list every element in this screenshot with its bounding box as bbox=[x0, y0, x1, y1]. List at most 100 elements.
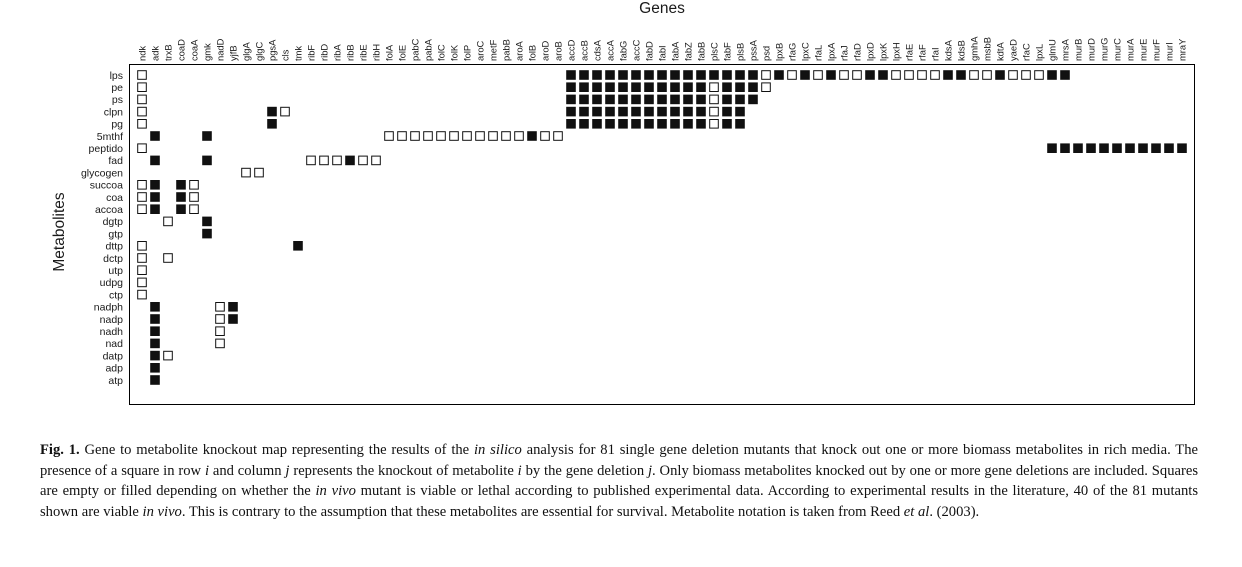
lethal-cell-clpn-pgsA bbox=[267, 106, 277, 117]
viable-cell-lps-rfaI bbox=[930, 70, 940, 80]
lethal-cell-lps-fabZ bbox=[683, 70, 693, 80]
gene-label-lpxH: lpxH bbox=[891, 42, 902, 61]
gene-label-plsB: plsB bbox=[735, 43, 746, 61]
viable-cell-dgtp-trxB bbox=[163, 216, 173, 227]
lethal-cell-pe-accC bbox=[631, 82, 641, 93]
gene-label-folC: folC bbox=[436, 44, 447, 61]
viable-cell-lps-rfaD bbox=[852, 70, 862, 80]
lethal-cell-pe-plsB bbox=[735, 82, 745, 93]
lethal-cell-clpn-fabB bbox=[696, 106, 706, 117]
lethal-cell-nadp-adk bbox=[150, 314, 160, 324]
metabolite-label-nadph: nadph bbox=[94, 302, 123, 314]
viable-cell-clpn-plsC bbox=[709, 106, 719, 117]
viable-cell-lps-rfaG bbox=[787, 70, 797, 80]
gene-label-kdsA: kdsA bbox=[943, 39, 954, 61]
metabolite-label-pe: pe bbox=[111, 82, 123, 94]
lethal-cell-ps-fabZ bbox=[683, 94, 693, 105]
metabolite-label-ps: ps bbox=[112, 94, 123, 106]
gene-label-adk: adk bbox=[150, 46, 161, 61]
lethal-cell-lps-kdsA bbox=[943, 70, 953, 80]
lethal-cell-ps-pssA bbox=[748, 94, 758, 105]
lethal-cell-fad-adk bbox=[150, 155, 160, 166]
lethal-cell-clpn-fabG bbox=[618, 106, 628, 117]
lethal-cell-dgtp-gmk bbox=[202, 216, 212, 227]
viable-cell-datp-trxB bbox=[163, 350, 173, 361]
lethal-cell-ps-accA bbox=[605, 94, 615, 105]
lethal-cell-pg-fabB bbox=[696, 119, 706, 129]
lethal-cell-pg-accD bbox=[566, 119, 576, 129]
lethal-cell-lps-cdsA bbox=[592, 70, 602, 80]
metabolite-labels: lpspepsclpnpg5mthfpeptidofadglycogensucc… bbox=[81, 70, 123, 387]
lethal-cell-pe-fabG bbox=[618, 82, 628, 93]
gene-label-ribF: ribF bbox=[306, 45, 317, 61]
viable-cell-ctp-ndk bbox=[137, 289, 147, 300]
gene-label-rfaF: rfaF bbox=[917, 44, 928, 61]
lethal-cell-pe-cdsA bbox=[592, 82, 602, 93]
lethal-cell-pe-pssA bbox=[748, 82, 758, 93]
metabolite-label-dgtp: dgtp bbox=[103, 216, 124, 228]
plot-frame bbox=[129, 64, 1195, 405]
x-axis-title: Genes bbox=[639, 0, 685, 17]
lethal-cell-ps-accD bbox=[566, 94, 576, 105]
viable-cell-peptido-ndk bbox=[137, 143, 147, 153]
caption-text: mutant is viable or lethal according to … bbox=[40, 483, 1199, 520]
viable-cell-5mthf-pabA bbox=[423, 131, 433, 141]
viable-cell-fad-ribF bbox=[306, 155, 316, 166]
lethal-cell-coa-coaD bbox=[176, 192, 186, 202]
viable-cell-5mthf-aroC bbox=[475, 131, 485, 141]
lethal-cell-pg-accC bbox=[631, 119, 641, 129]
gene-label-pabB: pabB bbox=[501, 39, 512, 61]
caption-text: by the gene deletion bbox=[521, 462, 648, 479]
viable-cell-accoa-coaA bbox=[189, 204, 199, 214]
viable-cell-lps-lpxH bbox=[891, 70, 901, 80]
knockout-map-plot: Genes Metabolites ndk adk trxB coaD coaA gmk n… bbox=[51, 0, 1195, 405]
gene-label-aroD: aroD bbox=[540, 40, 551, 61]
lethal-cell-lps-plsB bbox=[735, 70, 745, 80]
viable-cell-5mthf-pabB bbox=[501, 131, 511, 141]
viable-cell-dctp-trxB bbox=[163, 253, 173, 263]
viable-cell-pg-ndk bbox=[137, 119, 147, 129]
knockout-cells bbox=[137, 70, 1187, 385]
gene-label-pabC: pabC bbox=[410, 38, 421, 61]
lethal-cell-succoa-adk bbox=[150, 180, 160, 190]
lethal-cell-peptido-murF bbox=[1151, 143, 1161, 153]
gene-label-lpxD: lpxD bbox=[865, 42, 876, 61]
lethal-cell-ps-accB bbox=[579, 94, 589, 105]
gene-label-mraY: mraY bbox=[1177, 38, 1188, 61]
gene-label-nadD: nadD bbox=[215, 38, 226, 61]
lethal-cell-lps-lpxC bbox=[800, 70, 810, 80]
lethal-cell-peptido-murA bbox=[1125, 143, 1135, 153]
gene-label-murF: murF bbox=[1151, 39, 1162, 61]
lethal-cell-pe-accB bbox=[579, 82, 589, 93]
y-axis-title: Metabolites bbox=[51, 192, 68, 272]
metabolite-label-clpn: clpn bbox=[104, 106, 123, 118]
caption-text: represents the knockout of metabolite bbox=[289, 462, 518, 479]
viable-cell-ps-ndk bbox=[137, 94, 147, 105]
viable-cell-pe-ndk bbox=[137, 82, 147, 93]
lethal-cell-lps-lpxB bbox=[774, 70, 784, 80]
lethal-cell-pg-fabF bbox=[722, 119, 732, 129]
viable-cell-fad-ribA bbox=[332, 155, 342, 166]
metabolite-label-glycogen: glycogen bbox=[81, 167, 123, 179]
gene-label-ribD: ribD bbox=[319, 44, 330, 61]
viable-cell-5mthf-folE bbox=[397, 131, 407, 141]
gene-label-folK: folK bbox=[449, 44, 460, 61]
viable-cell-dttp-ndk bbox=[137, 241, 147, 251]
lethal-cell-pe-fabZ bbox=[683, 82, 693, 93]
gene-label-plsC: plsC bbox=[709, 42, 720, 61]
viable-cell-5mthf-aroA bbox=[514, 131, 524, 141]
lethal-cell-5mthf-adk bbox=[150, 131, 160, 141]
viable-cell-5mthf-folC bbox=[436, 131, 446, 141]
lethal-cell-lps-accC bbox=[631, 70, 641, 80]
lethal-cell-fad-gmk bbox=[202, 155, 212, 166]
lethal-cell-nadph-adk bbox=[150, 302, 160, 312]
gene-label-folB: folB bbox=[527, 45, 538, 61]
gene-label-lpxL: lpxL bbox=[1034, 44, 1045, 61]
gene-label-rfaE: rfaE bbox=[904, 44, 915, 61]
lethal-cell-lps-fabB bbox=[696, 70, 706, 80]
lethal-cell-pg-accB bbox=[579, 119, 589, 129]
lethal-cell-accoa-coaD bbox=[176, 204, 186, 214]
viable-cell-succoa-coaA bbox=[189, 180, 199, 190]
lethal-cell-peptido-murE bbox=[1138, 143, 1148, 153]
lethal-cell-pg-plsB bbox=[735, 119, 745, 129]
